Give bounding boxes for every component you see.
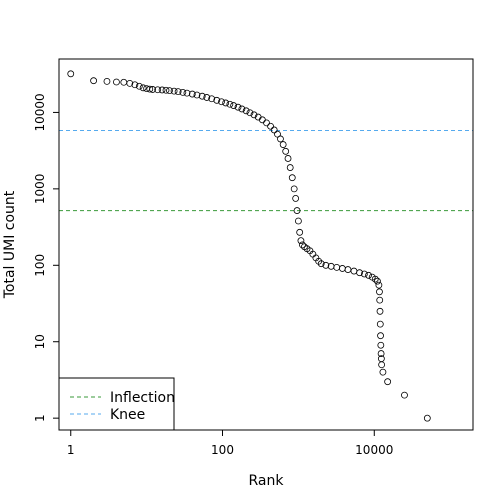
plot-frame	[58, 58, 474, 431]
data-point	[198, 92, 206, 100]
data-point	[267, 122, 274, 130]
data-point	[222, 99, 230, 107]
data-point	[374, 277, 381, 285]
data-point	[258, 116, 266, 124]
y-tick-label: 1	[33, 414, 47, 422]
data-point	[230, 102, 238, 109]
data-point	[401, 391, 408, 399]
data-point	[294, 217, 302, 225]
data-point	[297, 237, 305, 245]
data-point	[90, 77, 97, 85]
data-point	[113, 78, 120, 86]
data-point	[238, 105, 246, 113]
y-tick-label: 1000	[33, 174, 47, 205]
data-point	[379, 368, 387, 376]
data-point	[183, 89, 191, 97]
data-point	[375, 281, 383, 289]
data-point	[166, 87, 173, 94]
x-tick-label: 100	[211, 443, 234, 457]
reference-lines	[59, 130, 473, 212]
data-point	[360, 270, 368, 278]
legend-inflection-label: Inflection	[110, 390, 175, 406]
data-point	[135, 82, 143, 90]
data-point	[154, 86, 162, 94]
data-point	[270, 126, 278, 134]
data-point	[246, 109, 254, 117]
y-tick-label: 100	[33, 254, 47, 277]
data-point	[384, 378, 392, 386]
data-point	[120, 78, 128, 86]
data-point	[158, 86, 166, 94]
data-point	[139, 84, 147, 92]
data-point	[179, 88, 187, 96]
legend-knee-label: Knee	[110, 407, 145, 423]
legend-box	[58, 377, 175, 431]
data-point	[131, 81, 139, 89]
data-point	[126, 79, 134, 87]
data-point	[344, 266, 352, 273]
data-point	[377, 350, 385, 357]
data-point	[322, 261, 330, 269]
data-point	[193, 91, 201, 99]
data-point	[242, 107, 250, 115]
data-point	[277, 135, 284, 143]
data-point	[376, 307, 384, 315]
data-point	[284, 155, 292, 162]
data-point	[174, 88, 182, 96]
y-tick-label: 10000	[33, 93, 47, 131]
data-point	[103, 77, 111, 85]
data-point	[338, 265, 346, 272]
data-point	[376, 320, 384, 328]
x-tick-label: 10000	[355, 443, 393, 457]
data-point	[279, 141, 287, 148]
data-point	[377, 341, 385, 349]
data-point	[146, 85, 154, 93]
data-point	[250, 111, 258, 119]
x-tick-label: 1	[67, 443, 75, 457]
y-axis: 1 10 100 1000 10000	[33, 93, 59, 422]
data-point	[376, 296, 384, 304]
data-point	[292, 195, 300, 202]
data-point	[290, 185, 298, 193]
data-point	[282, 147, 290, 155]
data-point	[213, 96, 221, 104]
data-point	[218, 98, 225, 106]
data-point	[203, 94, 211, 101]
data-point	[188, 90, 196, 98]
data-point	[317, 260, 325, 268]
data-point	[263, 119, 270, 127]
data-point	[350, 267, 358, 275]
data-point	[377, 332, 384, 340]
data-point	[170, 87, 178, 95]
data-point	[365, 271, 372, 279]
data-point	[234, 103, 242, 111]
data-point	[67, 70, 75, 78]
data-point	[288, 174, 296, 182]
x-axis-title: Rank	[249, 473, 285, 489]
legend: Inflection Knee	[58, 377, 175, 431]
data-point	[333, 263, 341, 271]
data-point	[286, 164, 294, 171]
data-point	[378, 361, 386, 369]
data-point	[162, 86, 170, 94]
data-points	[67, 70, 431, 422]
data-point	[356, 269, 363, 277]
data-point	[299, 241, 306, 249]
data-point	[296, 228, 304, 236]
data-point	[371, 275, 379, 283]
data-point	[293, 207, 301, 214]
y-tick-label: 10	[33, 334, 47, 349]
data-point	[423, 414, 431, 422]
data-point	[208, 95, 216, 103]
y-axis-title: Total UMI count	[2, 190, 18, 299]
data-point	[149, 86, 157, 93]
data-point	[376, 288, 383, 296]
x-axis: 1 100 10000	[67, 430, 393, 457]
data-point	[274, 130, 281, 138]
data-point	[226, 100, 234, 108]
